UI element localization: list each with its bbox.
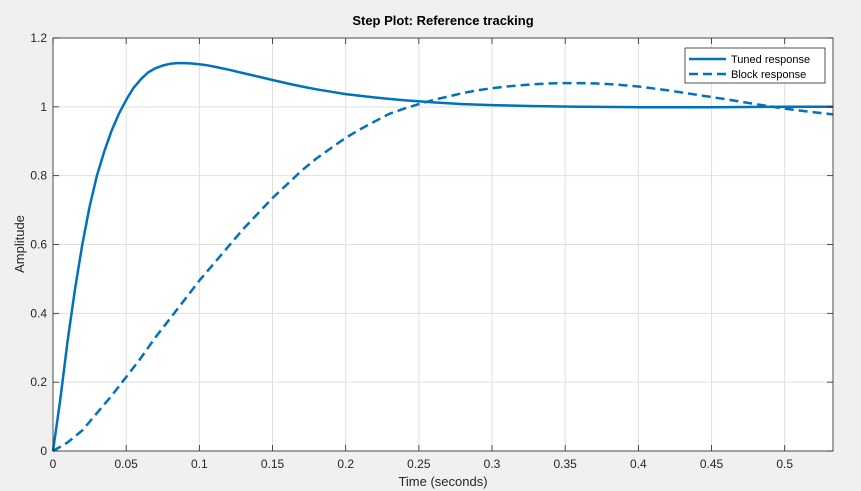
x-tick-label: 0 (50, 457, 57, 471)
y-tick-labels: 0 0.2 0.4 0.6 0.8 1 1.2 (30, 31, 47, 458)
x-tick-label: 0.4 (630, 457, 647, 471)
x-tick-labels: 0 0.05 0.1 0.15 0.2 0.25 0.3 0.35 0.4 0.45 0.5 (50, 457, 794, 471)
series-layer (51, 61, 834, 453)
legend-label-block: Block response (731, 69, 806, 81)
x-tick-label: 0.3 (484, 457, 501, 471)
y-tick-label: 0.6 (30, 238, 47, 252)
x-tick-label: 0.15 (261, 457, 285, 471)
series-line-block-response[interactable] (52, 81, 834, 453)
y-tick-label: 0.2 (30, 375, 47, 389)
y-axis-label: Amplitude (12, 215, 27, 273)
legend[interactable]: Tuned response Block response (684, 47, 826, 84)
y-tick-label: 1.2 (30, 31, 47, 45)
series-line-tuned-response[interactable] (51, 61, 833, 452)
x-tick-label: 0.25 (407, 457, 431, 471)
legend-label-tuned: Tuned response (731, 54, 810, 66)
legend-box (684, 47, 826, 84)
ticks (52, 37, 833, 452)
x-tick-label: 0.05 (114, 457, 138, 471)
x-tick-label: 0.5 (776, 457, 793, 471)
x-tick-label: 0.2 (337, 457, 354, 471)
y-tick-label: 0 (40, 444, 47, 458)
x-tick-label: 0.45 (700, 457, 724, 471)
x-tick-label: 0.35 (554, 457, 578, 471)
y-tick-label: 0.4 (30, 306, 47, 320)
y-tick-label: 0.8 (30, 169, 47, 183)
chart-title: Step Plot: Reference tracking (352, 13, 533, 28)
x-axis-label: Time (seconds) (398, 474, 487, 489)
x-tick-label: 0.1 (191, 457, 208, 471)
y-tick-label: 1 (40, 100, 47, 114)
